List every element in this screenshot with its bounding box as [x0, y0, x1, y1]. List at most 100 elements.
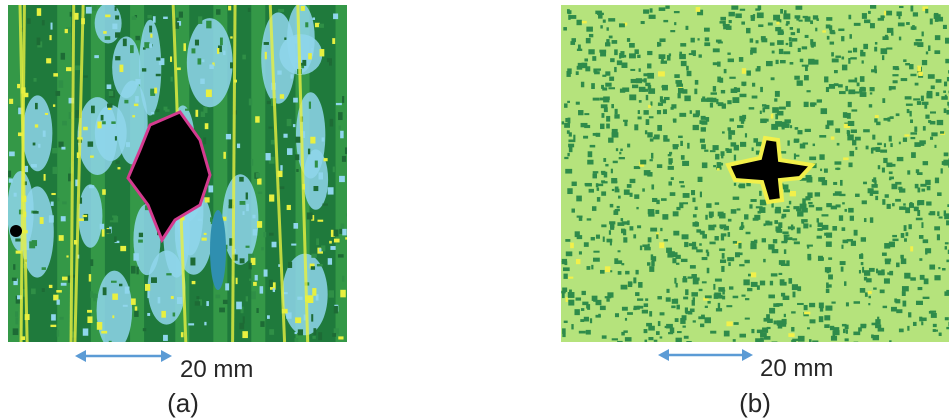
texture — [923, 126, 926, 131]
texture — [136, 267, 138, 275]
texture — [37, 38, 41, 46]
texture — [824, 324, 829, 328]
texture — [204, 322, 206, 325]
texture — [143, 328, 146, 331]
texture — [676, 207, 680, 210]
texture — [944, 213, 949, 219]
texture — [825, 306, 832, 311]
texture — [729, 12, 735, 17]
texture — [623, 237, 627, 242]
texture — [309, 102, 311, 109]
texture — [31, 164, 37, 167]
texture — [29, 241, 35, 248]
texture — [899, 6, 903, 8]
texture — [103, 31, 107, 34]
texture — [705, 37, 709, 41]
texture — [702, 281, 707, 283]
texture — [926, 201, 931, 205]
texture — [922, 60, 927, 65]
texture — [693, 320, 696, 322]
texture — [699, 289, 703, 291]
texture — [757, 330, 763, 333]
texture — [913, 12, 918, 16]
texture — [737, 208, 741, 210]
texture — [567, 130, 570, 134]
texture — [15, 238, 21, 241]
texture — [568, 144, 574, 148]
texture — [848, 51, 852, 53]
texture — [650, 138, 654, 141]
texture — [917, 66, 921, 72]
texture — [868, 291, 872, 294]
texture — [641, 21, 645, 24]
texture — [722, 253, 725, 259]
texture — [252, 215, 255, 219]
texture — [647, 63, 651, 68]
texture — [601, 224, 606, 227]
texture — [806, 90, 810, 92]
texture — [817, 236, 822, 239]
texture — [776, 303, 783, 306]
texture — [728, 232, 731, 237]
texture — [673, 211, 679, 216]
texture — [240, 201, 246, 205]
texture — [875, 196, 878, 200]
texture — [630, 193, 633, 197]
texture — [813, 15, 818, 19]
texture — [647, 132, 652, 137]
texture — [13, 328, 19, 335]
texture — [126, 142, 130, 147]
texture — [145, 284, 150, 291]
texture — [870, 217, 873, 223]
texture — [715, 279, 722, 282]
texture — [722, 103, 726, 108]
texture — [657, 296, 662, 299]
texture — [322, 137, 325, 141]
texture — [660, 228, 662, 231]
figure-canvas: 20 mm (a) 20 mm (b) — [0, 0, 949, 420]
texture — [780, 9, 783, 14]
texture — [249, 279, 253, 281]
texture — [206, 89, 212, 97]
texture — [868, 296, 870, 298]
texture — [910, 132, 917, 134]
texture — [926, 51, 928, 54]
texture — [683, 202, 688, 204]
texture — [764, 318, 768, 322]
texture — [940, 131, 944, 134]
texture — [570, 243, 574, 249]
texture — [79, 218, 84, 221]
texture — [931, 85, 935, 89]
texture — [904, 225, 907, 231]
texture — [61, 283, 67, 286]
texture — [892, 164, 895, 167]
texture — [861, 262, 864, 265]
texture — [339, 126, 341, 130]
texture — [629, 53, 636, 58]
texture — [734, 322, 739, 325]
texture — [714, 294, 718, 299]
texture — [571, 324, 573, 329]
texture — [53, 295, 58, 301]
texture — [854, 23, 861, 26]
texture — [816, 207, 822, 210]
texture — [130, 45, 134, 53]
texture — [739, 264, 744, 266]
texture — [226, 134, 231, 139]
texture — [785, 123, 790, 127]
texture — [891, 31, 893, 35]
texture — [673, 144, 679, 147]
texture — [230, 62, 233, 68]
texture — [767, 327, 771, 329]
texture — [896, 263, 900, 268]
texture — [647, 51, 652, 55]
texture — [219, 308, 225, 313]
texture — [592, 56, 596, 61]
texture — [745, 298, 749, 300]
texture — [650, 228, 657, 232]
texture — [710, 331, 716, 334]
texture — [937, 234, 940, 240]
texture — [600, 98, 605, 101]
texture — [766, 61, 773, 66]
texture — [102, 229, 105, 237]
